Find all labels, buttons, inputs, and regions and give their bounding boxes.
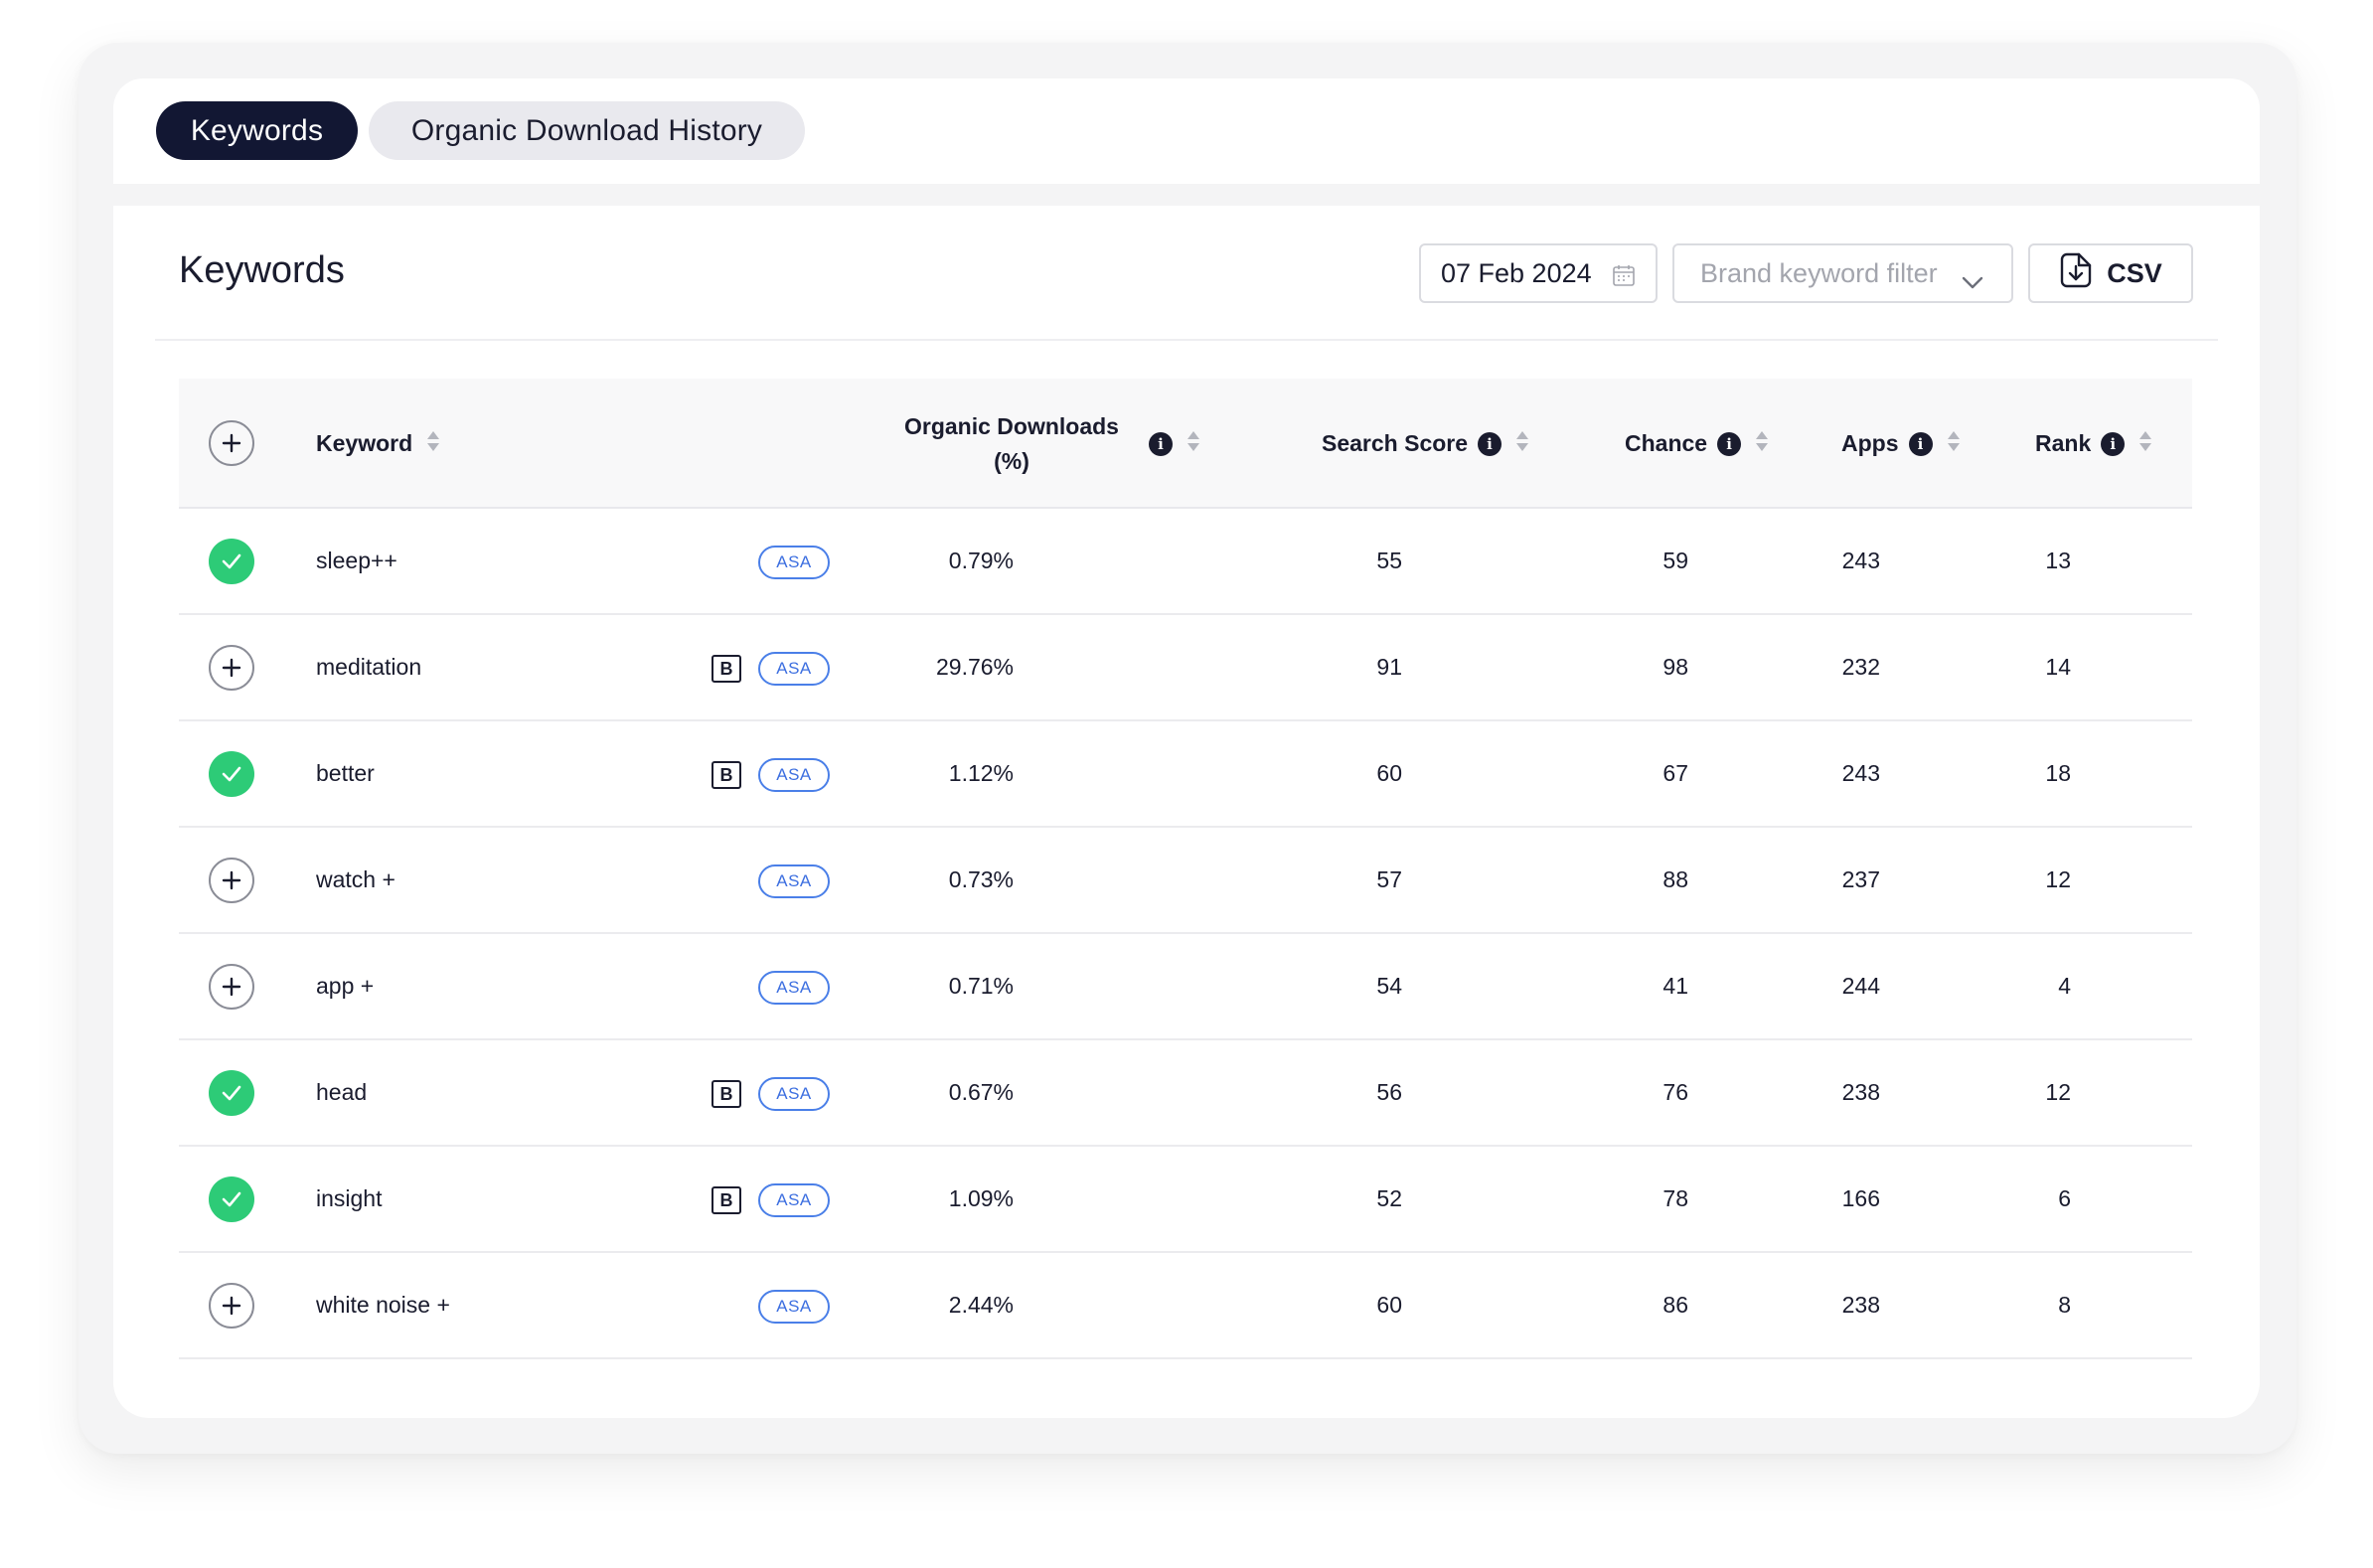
check-icon xyxy=(222,1191,241,1206)
asa-badge[interactable]: ASA xyxy=(758,546,830,579)
csv-export-button[interactable]: CSV xyxy=(2028,243,2193,303)
info-icon[interactable]: i xyxy=(1148,431,1173,456)
plus-icon xyxy=(222,658,241,677)
keyword-cell[interactable]: app + xyxy=(316,973,375,999)
column-label: Keyword xyxy=(316,430,413,456)
column-label-line: (%) xyxy=(994,447,1029,474)
sort-icon[interactable] xyxy=(1947,429,1961,459)
add-keyword-button[interactable] xyxy=(209,644,254,691)
add-keyword-button[interactable] xyxy=(209,857,254,903)
asa-badge[interactable]: ASA xyxy=(758,864,830,898)
track-cell xyxy=(179,721,288,826)
asa-badge[interactable]: ASA xyxy=(758,971,830,1005)
table-row[interactable]: white noise + ASA 2.44% 60 86 238 8 xyxy=(179,1253,2192,1359)
asa-badge[interactable]: ASA xyxy=(758,758,830,792)
column-label: Chance xyxy=(1625,430,1708,456)
info-icon[interactable]: i xyxy=(1478,431,1503,456)
sort-icon[interactable] xyxy=(1186,429,1200,459)
keyword-cell[interactable]: meditation xyxy=(316,654,422,680)
brand-badge: B xyxy=(712,761,741,789)
column-header-chance[interactable]: Chance i xyxy=(1625,379,1769,509)
column-header-keyword[interactable]: Keyword xyxy=(316,379,440,509)
keyword-cell[interactable]: head xyxy=(316,1079,368,1105)
asa-badge[interactable]: ASA xyxy=(758,1183,830,1217)
track-cell xyxy=(179,615,288,719)
table-row[interactable]: app + ASA 0.71% 54 41 244 4 xyxy=(179,934,2192,1040)
keyword-cell[interactable]: white noise + xyxy=(316,1292,450,1318)
sort-icon[interactable] xyxy=(1755,429,1769,459)
tracked-check-button[interactable] xyxy=(209,1069,254,1116)
table-row[interactable]: head B ASA 0.67% 56 76 238 12 xyxy=(179,1040,2192,1147)
tab-bar: Keywords Organic Download History xyxy=(113,78,2260,184)
column-label: Rank xyxy=(2035,430,2092,456)
date-value: 07 Feb 2024 xyxy=(1441,257,1592,288)
csv-label: CSV xyxy=(2107,257,2162,288)
brand-badge: B xyxy=(712,655,741,683)
track-cell xyxy=(179,934,288,1038)
table-row[interactable]: watch + ASA 0.73% 57 88 237 12 xyxy=(179,828,2192,934)
track-cell xyxy=(179,1040,288,1145)
table-header: Keyword Organic Downloads (%) i Search S… xyxy=(179,379,2192,509)
asa-badge[interactable]: ASA xyxy=(758,1077,830,1111)
page-title: Keywords xyxy=(179,249,345,291)
keyword-cell[interactable]: insight xyxy=(316,1185,383,1211)
column-header-search-score[interactable]: Search Score i xyxy=(1322,379,1529,509)
info-icon[interactable]: i xyxy=(1908,431,1933,456)
info-icon[interactable]: i xyxy=(1717,431,1742,456)
column-header-organic-downloads[interactable]: Organic Downloads (%) i xyxy=(904,379,1200,509)
table-row[interactable]: insight B ASA 1.09% 52 78 166 6 xyxy=(179,1147,2192,1253)
keyword-cell[interactable]: better xyxy=(316,760,375,786)
track-cell xyxy=(179,1253,288,1357)
plus-icon xyxy=(222,433,241,453)
tracked-check-button[interactable] xyxy=(209,1176,254,1222)
plus-icon xyxy=(222,977,241,996)
check-icon xyxy=(222,553,241,568)
track-cell xyxy=(179,509,288,613)
info-icon[interactable]: i xyxy=(2101,431,2126,456)
track-cell xyxy=(179,1147,288,1251)
brand-badge: B xyxy=(712,1080,741,1108)
table-row[interactable]: sleep++ ASA 0.79% 55 59 243 13 xyxy=(179,509,2192,615)
asa-badge[interactable]: ASA xyxy=(758,1290,830,1324)
plus-icon xyxy=(222,1296,241,1315)
sort-icon[interactable] xyxy=(2138,429,2152,459)
header-add-cell xyxy=(179,379,288,509)
column-header-apps[interactable]: Apps i xyxy=(1841,379,1961,509)
keyword-cell[interactable]: watch + xyxy=(316,866,396,892)
tracked-check-button[interactable] xyxy=(209,750,254,797)
filter-placeholder: Brand keyword filter xyxy=(1700,257,1938,288)
column-label: Search Score xyxy=(1322,430,1469,456)
asa-badge[interactable]: ASA xyxy=(758,652,830,686)
column-label-line: Organic Downloads xyxy=(904,412,1119,439)
brand-badge: B xyxy=(712,1186,741,1214)
date-picker[interactable]: 07 Feb 2024 xyxy=(1419,243,1658,303)
tracked-check-button[interactable] xyxy=(209,538,254,584)
track-cell xyxy=(179,828,288,932)
keywords-table: Keyword Organic Downloads (%) i Search S… xyxy=(179,379,2192,1359)
column-label: Apps xyxy=(1841,430,1899,456)
check-icon xyxy=(222,1085,241,1100)
brand-keyword-filter[interactable]: Brand keyword filter xyxy=(1672,243,2013,303)
chevron-down-icon xyxy=(1962,266,1983,297)
add-keyword-button[interactable] xyxy=(209,963,254,1010)
plus-icon xyxy=(222,870,241,889)
tab-keywords[interactable]: Keywords xyxy=(156,101,358,160)
sort-icon[interactable] xyxy=(426,429,440,459)
add-keyword-button[interactable] xyxy=(209,1282,254,1329)
check-icon xyxy=(222,766,241,781)
column-label: Organic Downloads (%) xyxy=(904,409,1119,479)
keywords-panel: Keywords 07 Feb 2024 Brand keyword filte… xyxy=(113,206,2260,1418)
tab-organic-download-history[interactable]: Organic Download History xyxy=(369,101,805,160)
sort-icon[interactable] xyxy=(1515,429,1529,459)
keyword-cell[interactable]: sleep++ xyxy=(316,548,397,573)
divider xyxy=(155,339,2218,341)
table-row[interactable]: meditation B ASA 29.76% 91 98 232 14 xyxy=(179,615,2192,721)
table-body: sleep++ ASA 0.79% 55 59 243 13 meditatio… xyxy=(179,509,2192,1359)
column-header-rank[interactable]: Rank i xyxy=(2035,379,2152,509)
file-download-icon xyxy=(2059,252,2093,295)
table-row[interactable]: better B ASA 1.12% 60 67 243 18 xyxy=(179,721,2192,828)
add-all-button[interactable] xyxy=(209,420,254,466)
calendar-icon xyxy=(1612,263,1636,294)
